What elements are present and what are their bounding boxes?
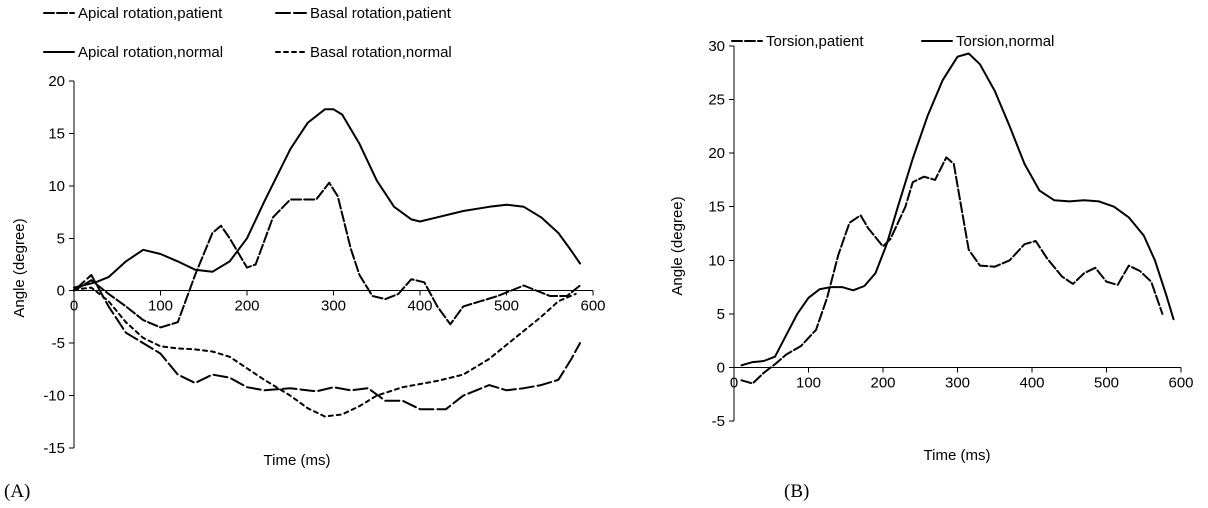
y-axis-label-a: Angle (degree): [11, 218, 28, 317]
x-tick-label: 500: [1094, 374, 1119, 391]
x-tick-label: 600: [580, 298, 605, 315]
y-tick-label: -15: [43, 440, 65, 457]
y-tick-label: 10: [48, 178, 65, 195]
legend-b: Torsion,patient Torsion,normal: [732, 33, 1054, 50]
legend-label: Basal rotation,normal: [310, 44, 452, 61]
x-axis-label-a: Time (ms): [264, 452, 331, 469]
series-line-3: [74, 109, 580, 287]
x-tick-label: 100: [148, 298, 173, 315]
chart-panel-a: Apical rotation,patient Basal rotation,pa…: [4, 5, 606, 502]
series-line-2: [742, 54, 1174, 366]
x-tick-label: 100: [796, 374, 821, 391]
x-tick-label: 500: [494, 298, 519, 315]
y-tick-label: 0: [57, 283, 65, 300]
series-line-1: [742, 157, 1163, 383]
x-tick-label: 200: [234, 298, 259, 315]
legend-label: Torsion,patient: [766, 33, 864, 50]
y-tick-label: 25: [708, 92, 725, 109]
y-tick-label: 20: [48, 73, 65, 90]
x-tick-label: 300: [945, 374, 970, 391]
y-tick-label: 5: [57, 230, 65, 247]
x-tick-label: 200: [870, 374, 895, 391]
series-group-a: [74, 109, 580, 416]
y-tick-label: -5: [712, 413, 725, 430]
y-tick-label: 20: [708, 145, 725, 162]
y-axis-label-b: Angle (degree): [669, 196, 686, 295]
y-tick-label: 15: [48, 125, 65, 142]
legend-label: Basal rotation,patient: [310, 5, 452, 22]
y-tick-label: 10: [708, 252, 725, 269]
legend-label: Apical rotation,patient: [78, 5, 223, 22]
series-group-b: [742, 54, 1174, 384]
y-tick-label: 5: [717, 306, 725, 323]
legend-label: Apical rotation,normal: [78, 44, 223, 61]
y-tick-label: 15: [708, 199, 725, 216]
y-tick-label: 30: [708, 38, 725, 55]
y-tick-label: -5: [52, 335, 65, 352]
legend-a: Apical rotation,patient Basal rotation,pa…: [44, 5, 452, 61]
x-tick-label: 600: [1168, 374, 1193, 391]
x-tick-label: 0: [730, 374, 738, 391]
x-tick-label: 300: [321, 298, 346, 315]
x-axis-label-b: Time (ms): [924, 447, 991, 464]
panel-label-a: (A): [4, 481, 30, 502]
legend-label: Torsion,normal: [956, 33, 1054, 50]
y-tick-label: 0: [717, 359, 725, 376]
chart-panel-b: Torsion,patient Torsion,normal -5 0 5 10 15 20…: [669, 33, 1194, 502]
x-tick-label: 400: [1019, 374, 1044, 391]
x-tick-label: 0: [70, 298, 78, 315]
x-tick-label: 400: [407, 298, 432, 315]
panel-label-b: (B): [784, 481, 809, 502]
y-tick-label: -10: [43, 388, 65, 405]
